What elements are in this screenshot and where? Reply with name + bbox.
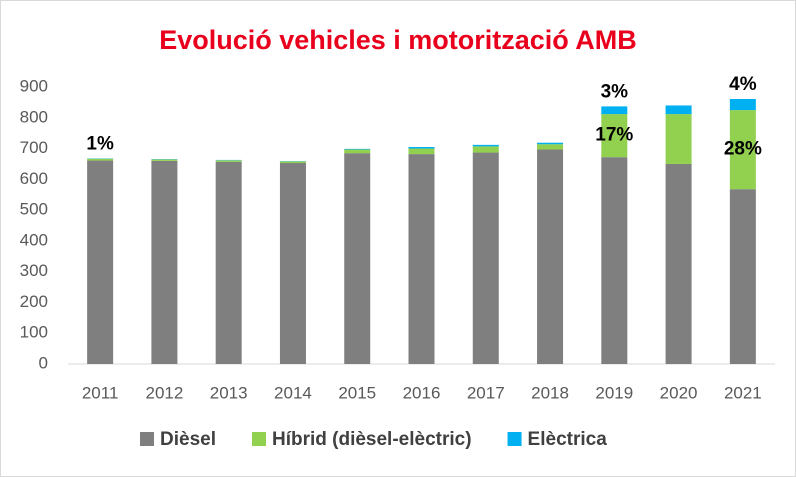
y-tick-label: 500 [20, 200, 48, 219]
y-tick-label: 800 [20, 107, 48, 126]
bar-segment [601, 106, 628, 115]
bar-segment [472, 146, 499, 153]
x-tick-label: 2021 [724, 383, 762, 402]
x-tick-label: 2015 [338, 383, 376, 402]
legend-swatch [507, 432, 522, 446]
bar-segment [151, 159, 178, 161]
y-tick-label: 100 [20, 323, 48, 342]
y-tick-label: 200 [20, 292, 48, 311]
bar-segment [344, 149, 371, 154]
legend-label: Dièsel [160, 429, 216, 450]
x-tick-label: 2018 [531, 383, 569, 402]
chart-title: Evolució vehicles i motorització AMB [159, 25, 637, 55]
data-label: 28% [724, 139, 762, 160]
bar-segment [87, 158, 114, 161]
y-tick-label: 400 [20, 230, 48, 249]
bar-segment [215, 160, 242, 162]
bar-segment [729, 189, 756, 364]
y-tick-label: 700 [20, 138, 48, 157]
legend-label: Elèctrica [528, 429, 608, 450]
bar-segment [601, 157, 628, 364]
bar-segment [279, 161, 306, 164]
bar-segment [665, 114, 692, 164]
x-tick-label: 2016 [403, 383, 441, 402]
bar-segment [408, 148, 435, 155]
legend-swatch [251, 432, 266, 446]
data-label: 17% [595, 125, 633, 146]
bar-segment [665, 163, 692, 364]
bar-segment [408, 147, 435, 149]
bar-segment [601, 114, 628, 158]
bar-segment [537, 149, 564, 364]
data-label: 4% [729, 74, 757, 95]
bar-segment [344, 153, 371, 364]
bar-segment [537, 142, 564, 145]
x-tick-label: 2014 [274, 383, 312, 402]
bar-segment [665, 105, 692, 115]
bar-segment [472, 144, 499, 147]
bar-segment [151, 160, 178, 364]
y-tick-label: 0 [39, 353, 48, 372]
y-tick-label: 300 [20, 261, 48, 280]
x-tick-label: 2012 [145, 383, 183, 402]
x-tick-label: 2013 [210, 383, 248, 402]
y-tick-label: 900 [20, 76, 48, 95]
x-tick-label: 2011 [82, 383, 119, 402]
bar-segment [87, 160, 114, 364]
y-tick-label: 600 [20, 169, 48, 188]
bar-segment [472, 152, 499, 364]
x-tick-label: 2020 [660, 383, 698, 402]
legend-label: Híbrid (dièsel-elèctric) [272, 429, 472, 450]
data-label: 3% [601, 81, 629, 102]
bar-segment [344, 148, 371, 150]
legend-swatch [140, 432, 154, 446]
bar-segment [408, 154, 435, 364]
bar-segment [537, 144, 564, 150]
data-label: 1% [86, 133, 114, 154]
x-tick-label: 2017 [467, 383, 505, 402]
x-tick-label: 2019 [595, 383, 633, 402]
bar-segment [279, 163, 306, 364]
bar-segment [729, 110, 756, 190]
bar-segment [729, 99, 756, 111]
bar-segment [215, 161, 242, 364]
